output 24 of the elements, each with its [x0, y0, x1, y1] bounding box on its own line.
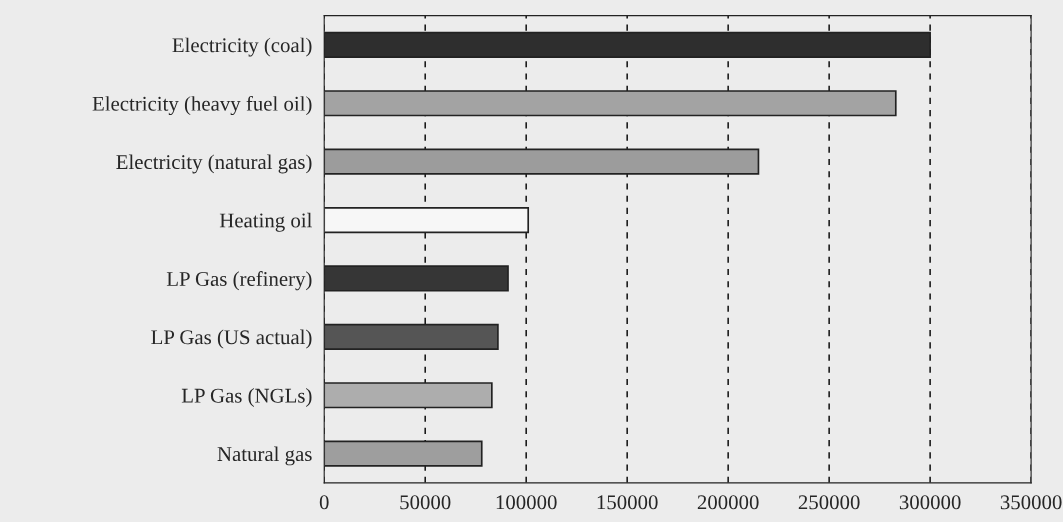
y-tick-label: LP Gas (US actual): [151, 329, 312, 349]
y-tick-label: Electricity (natural gas): [116, 154, 312, 174]
x-tick-label: 250000: [798, 495, 860, 510]
y-tick-label: Electricity (heavy fuel oil): [92, 95, 312, 116]
bar: [324, 206, 530, 234]
x-tick-label: 0: [319, 495, 329, 510]
bar: [324, 265, 509, 292]
y-tick-label: Electricity (coal): [172, 37, 312, 57]
bar: [324, 440, 483, 467]
bar: [324, 382, 493, 409]
x-tick-label: 50000: [400, 495, 451, 510]
x-tick-label: 100000: [496, 495, 557, 510]
x-tick-label: 200000: [697, 495, 759, 510]
bar: [324, 323, 499, 350]
y-tick-label: LP Gas (NGLs): [181, 388, 312, 407]
bar: [324, 31, 931, 58]
y-tick-label: LP Gas (refinery): [166, 271, 312, 291]
x-tick-label: 150000: [597, 495, 658, 510]
x-tick-label: 350000: [1000, 495, 1062, 510]
bar: [324, 90, 897, 117]
y-tick-label: Natural gas: [217, 446, 312, 466]
bar: [324, 148, 760, 175]
y-tick-label: Heating oil: [219, 212, 312, 232]
x-tick-label: 300000: [899, 495, 961, 510]
